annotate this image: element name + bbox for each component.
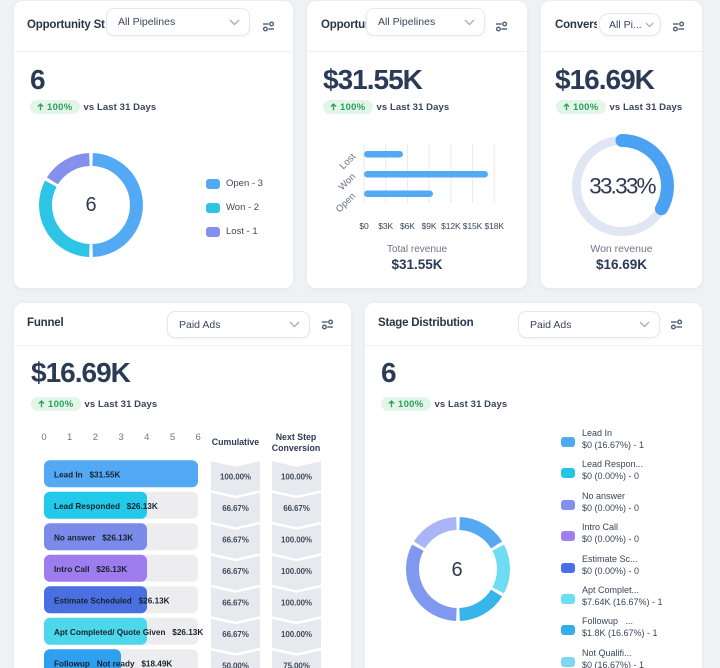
svg-text:$6K: $6K bbox=[400, 221, 415, 231]
svg-text:4: 4 bbox=[144, 432, 149, 443]
svg-text:5: 5 bbox=[170, 432, 175, 443]
svg-text:Followup Not ready $18.49K: Followup Not ready $18.49K bbox=[54, 660, 172, 668]
svg-text:Won: Won bbox=[337, 171, 358, 192]
svg-text:0: 0 bbox=[41, 432, 46, 443]
svg-text:6: 6 bbox=[85, 194, 96, 216]
svg-text:$31.55K: $31.55K bbox=[391, 257, 442, 272]
svg-text:75.00%: 75.00% bbox=[283, 662, 310, 668]
svg-text:Next Step: Next Step bbox=[276, 432, 317, 442]
svg-text:33.33%: 33.33% bbox=[589, 174, 656, 199]
svg-text:66.67%: 66.67% bbox=[222, 536, 249, 545]
svg-text:$12K: $12K bbox=[441, 221, 461, 231]
svg-text:Lead Responded $26.13K: Lead Responded $26.13K bbox=[54, 502, 158, 511]
svg-text:2: 2 bbox=[93, 432, 98, 443]
svg-text:100.00%: 100.00% bbox=[281, 536, 312, 545]
svg-text:Lost: Lost bbox=[338, 151, 359, 172]
svg-text:Cumulative: Cumulative bbox=[212, 437, 260, 447]
svg-text:50.00%: 50.00% bbox=[222, 662, 249, 668]
svg-text:$18K: $18K bbox=[484, 221, 504, 231]
svg-text:Open: Open bbox=[334, 191, 358, 215]
svg-text:No answer $26.13K: No answer $26.13K bbox=[54, 534, 133, 543]
svg-text:100.00%: 100.00% bbox=[281, 630, 312, 639]
svg-text:$15K: $15K bbox=[463, 221, 483, 231]
svg-text:6: 6 bbox=[451, 559, 462, 581]
svg-text:100.00%: 100.00% bbox=[220, 473, 251, 482]
svg-text:100.00%: 100.00% bbox=[281, 473, 312, 482]
svg-text:Intro Call $26.13K: Intro Call $26.13K bbox=[54, 565, 127, 574]
svg-text:100.00%: 100.00% bbox=[281, 599, 312, 608]
svg-text:66.67%: 66.67% bbox=[283, 504, 310, 513]
svg-text:1: 1 bbox=[67, 432, 72, 443]
svg-text:66.67%: 66.67% bbox=[222, 630, 249, 639]
svg-text:Apt Completed/ Quote Given $: Apt Completed/ Quote Given $26.13K bbox=[54, 628, 203, 637]
svg-text:Estimate Scheduled $26.13K: Estimate Scheduled $26.13K bbox=[54, 597, 170, 606]
svg-text:3: 3 bbox=[118, 432, 123, 443]
svg-text:Total revenue: Total revenue bbox=[387, 244, 447, 255]
svg-text:66.67%: 66.67% bbox=[222, 504, 249, 513]
svg-text:$3K: $3K bbox=[378, 221, 393, 231]
svg-text:$0: $0 bbox=[359, 221, 369, 231]
svg-text:6: 6 bbox=[196, 432, 201, 443]
svg-text:$9K: $9K bbox=[422, 221, 437, 231]
svg-text:66.67%: 66.67% bbox=[222, 599, 249, 608]
svg-text:Conversion: Conversion bbox=[272, 443, 320, 453]
svg-text:66.67%: 66.67% bbox=[222, 567, 249, 576]
svg-text:Lead In $31.55K: Lead In $31.55K bbox=[54, 471, 121, 480]
svg-text:100.00%: 100.00% bbox=[281, 567, 312, 576]
